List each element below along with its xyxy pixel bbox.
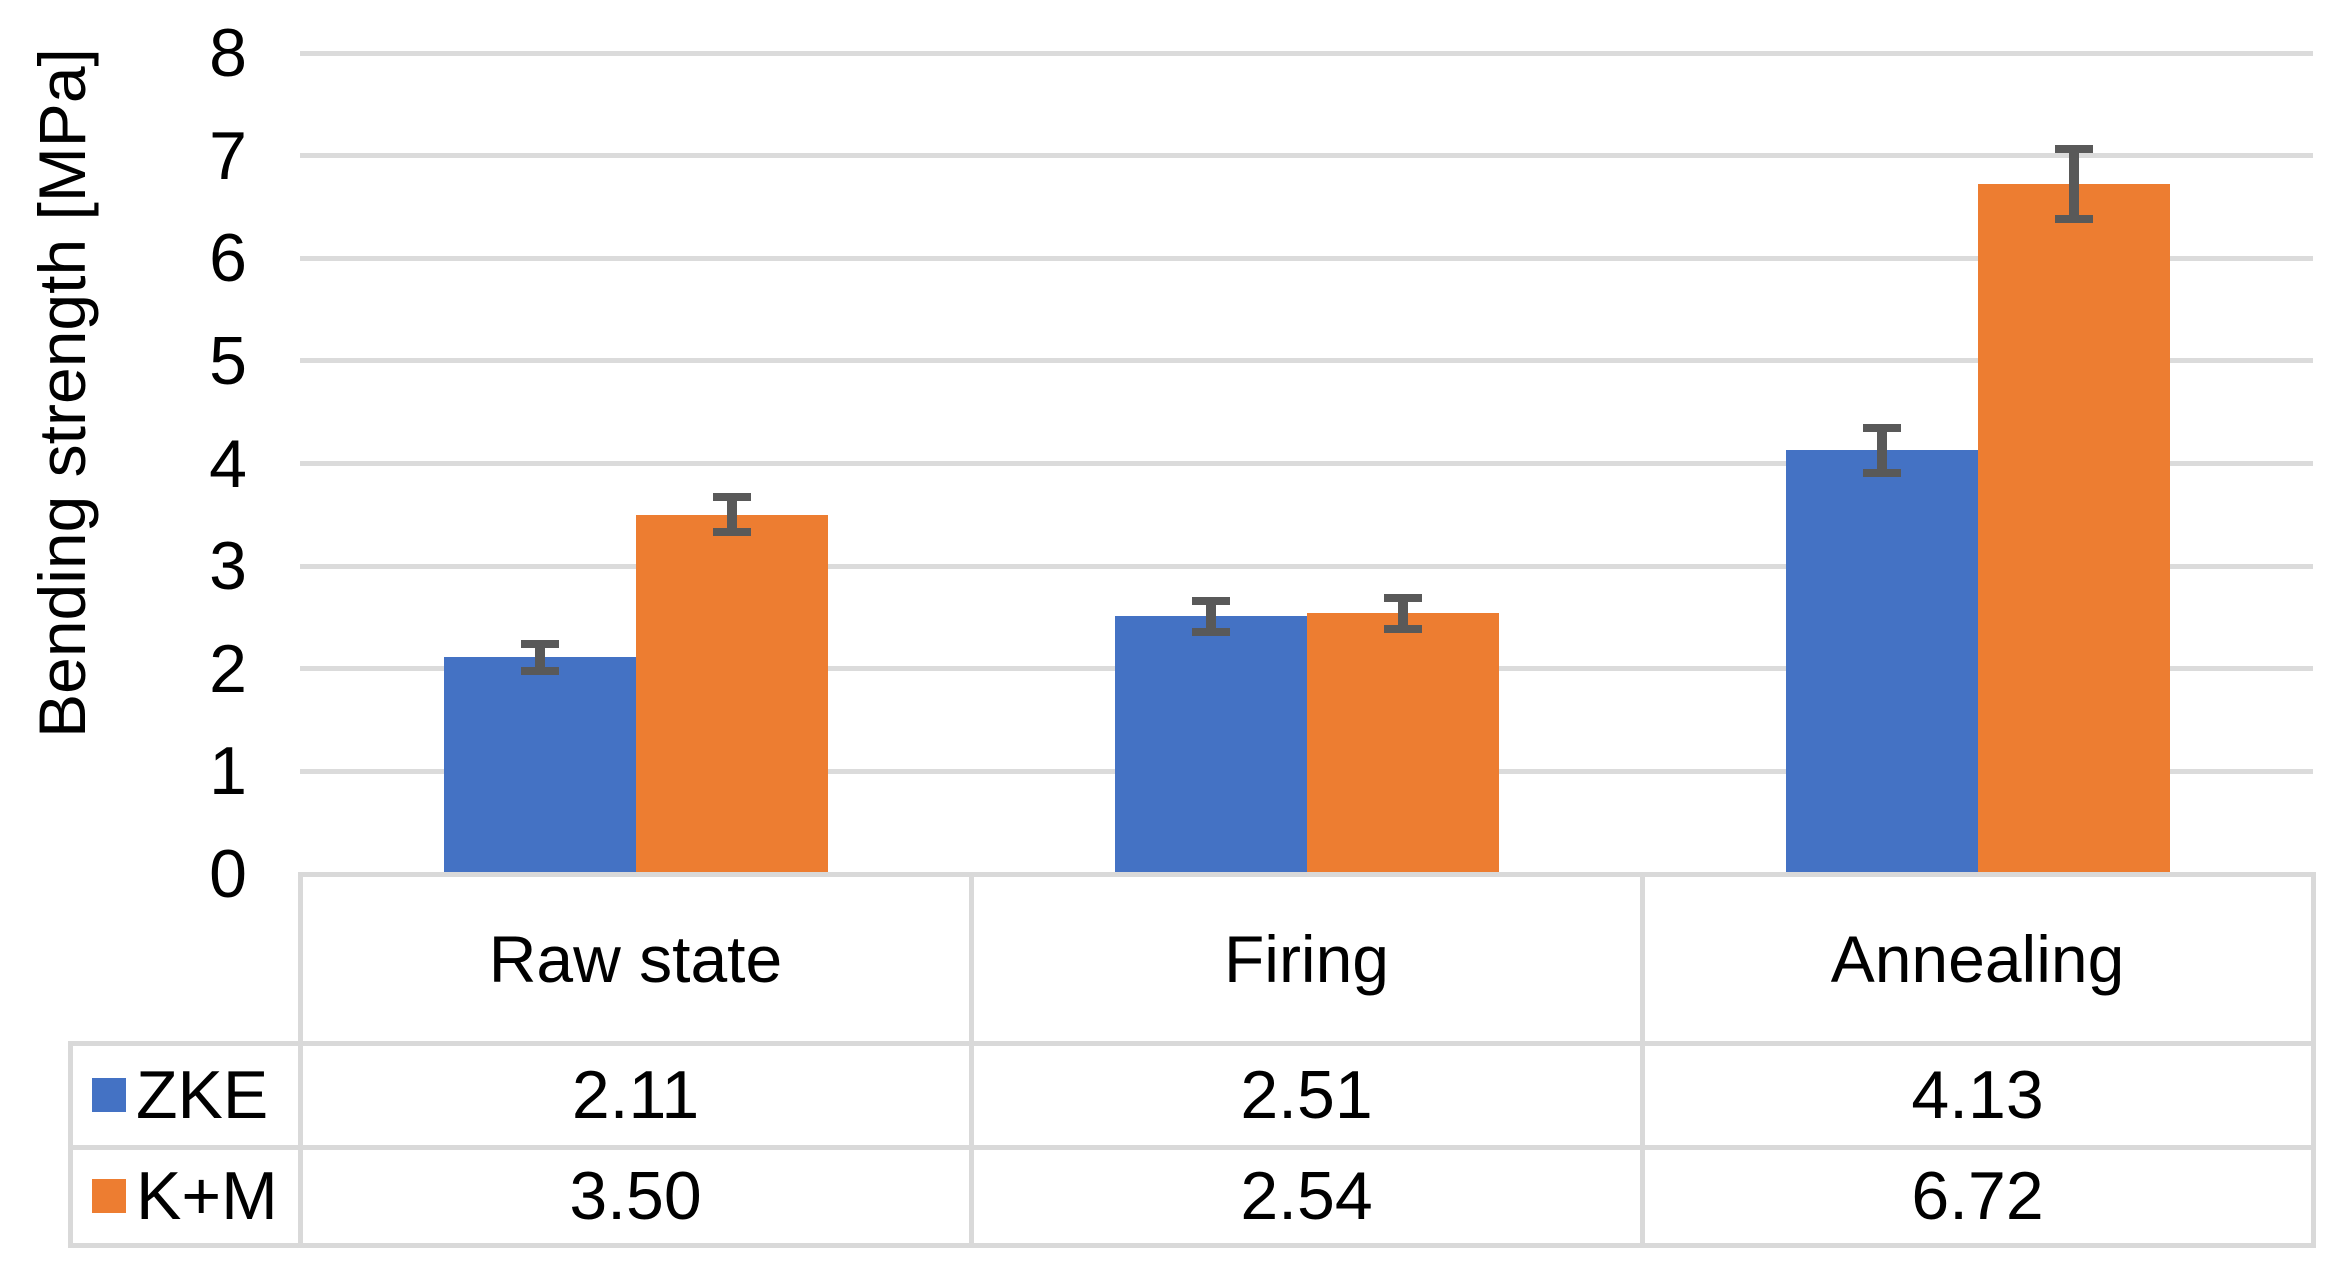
table-border-legend-left xyxy=(67,1040,73,1248)
bar-k-m-annealing xyxy=(1977,184,2170,874)
error-bar-k-m-raw-state xyxy=(726,497,737,533)
y-tick-label-8: 8 xyxy=(209,15,247,91)
table-border-bottom xyxy=(67,1242,2316,1248)
table-border-row1 xyxy=(67,1040,2316,1046)
category-header-raw-state: Raw state xyxy=(488,921,783,996)
gridline-y-5 xyxy=(300,358,2313,364)
bar-k-m-raw-state xyxy=(635,514,828,874)
error-bar-zke-firing xyxy=(1205,601,1216,632)
table-border-top xyxy=(297,871,2316,877)
gridline-y-7 xyxy=(300,153,2313,159)
y-tick-label-2: 2 xyxy=(209,630,247,707)
bar-zke-raw-state xyxy=(443,657,636,874)
table-border-right xyxy=(2310,871,2316,1248)
error-bar-zke-raw-state-cap-bottom xyxy=(520,666,559,675)
error-bar-zke-raw-state xyxy=(534,644,545,671)
category-header-firing: Firing xyxy=(1223,921,1390,996)
value-k-m-annealing: 6.72 xyxy=(1911,1158,2044,1234)
error-bar-zke-annealing-cap-bottom xyxy=(1862,468,1901,477)
bar-k-m-firing xyxy=(1306,613,1499,874)
y-tick-label-4: 4 xyxy=(209,425,247,502)
y-tick-label-1: 1 xyxy=(209,733,247,810)
error-bar-k-m-annealing xyxy=(2068,149,2079,220)
y-tick-label-7: 7 xyxy=(209,117,247,194)
y-tick-label-0: 0 xyxy=(209,836,247,912)
error-bar-zke-raw-state-cap-top xyxy=(520,640,559,649)
legend-swatch-zke xyxy=(92,1078,126,1112)
series-label-k-m: K+M xyxy=(136,1158,278,1234)
category-header-annealing: Annealing xyxy=(1830,921,2125,996)
value-zke-annealing: 4.13 xyxy=(1911,1057,2044,1133)
gridline-y-4 xyxy=(300,461,2313,466)
error-bar-zke-firing-cap-bottom xyxy=(1191,627,1230,636)
value-k-m-raw-state: 3.50 xyxy=(569,1158,702,1234)
value-k-m-firing: 2.54 xyxy=(1240,1158,1373,1234)
error-bar-zke-annealing xyxy=(1876,427,1887,473)
table-border-col0 xyxy=(297,871,303,1248)
series-label-zke: ZKE xyxy=(136,1057,269,1133)
gridline-y-6 xyxy=(300,255,2313,261)
y-tick-label-3: 3 xyxy=(209,528,247,605)
table-border-col1 xyxy=(968,871,974,1248)
y-axis-title: Bending strength [MPa] xyxy=(25,48,99,738)
bar-zke-annealing xyxy=(1785,450,1978,874)
legend-cell-zke: ZKE xyxy=(70,1043,300,1147)
value-zke-raw-state: 2.11 xyxy=(571,1057,700,1133)
error-bar-k-m-raw-state-cap-bottom xyxy=(712,528,751,537)
error-bar-zke-annealing-cap-top xyxy=(1862,423,1901,432)
error-bar-k-m-firing-cap-bottom xyxy=(1383,624,1422,633)
y-tick-label-6: 6 xyxy=(209,220,247,297)
bar-zke-firing xyxy=(1114,616,1307,874)
error-bar-k-m-annealing-cap-bottom xyxy=(2054,215,2093,224)
table-border-row2 xyxy=(67,1144,2316,1150)
legend-swatch-k-m xyxy=(92,1179,126,1213)
legend-cell-k-m: K+M xyxy=(70,1147,300,1245)
error-bar-k-m-firing-cap-top xyxy=(1383,593,1422,602)
value-zke-firing: 2.51 xyxy=(1240,1057,1373,1133)
gridline-y-3 xyxy=(300,563,2313,569)
error-bar-k-m-annealing-cap-top xyxy=(2054,145,2093,154)
gridline-y-8 xyxy=(300,50,2313,56)
y-tick-label-5: 5 xyxy=(209,322,247,399)
error-bar-k-m-firing xyxy=(1397,597,1408,629)
error-bar-zke-firing-cap-top xyxy=(1191,597,1230,606)
table-border-col2 xyxy=(1639,871,1645,1248)
error-bar-k-m-raw-state-cap-top xyxy=(712,493,751,502)
